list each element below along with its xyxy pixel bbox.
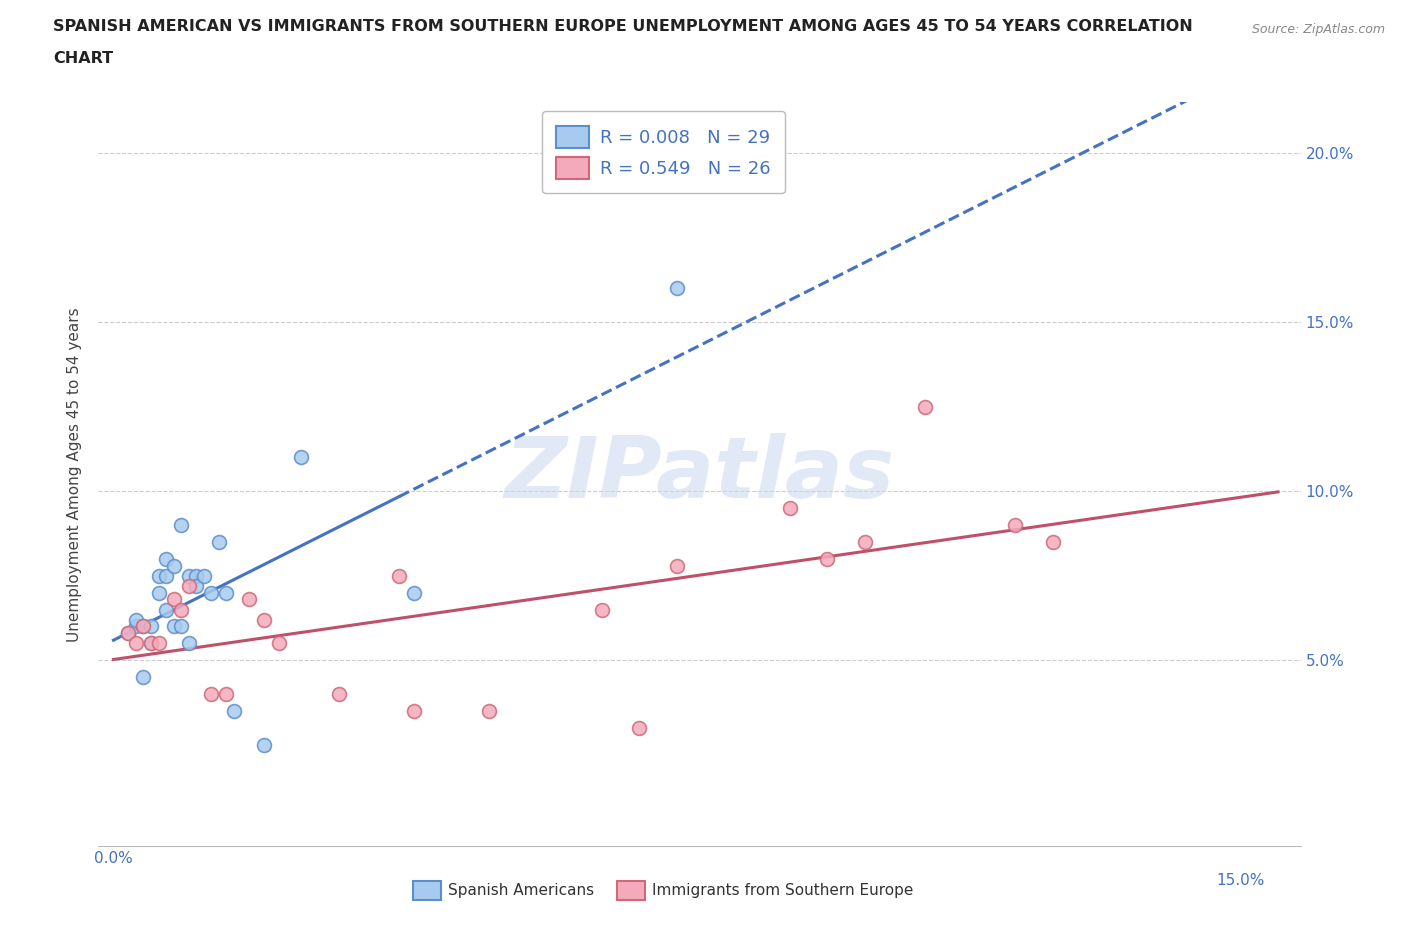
Point (139, 636, 162, 651)
Point (853, 535, 876, 550)
Text: Source: ZipAtlas.com: Source: ZipAtlas.com (1251, 23, 1385, 36)
Point (193, 568, 215, 583)
Point (148, 585, 170, 600)
Text: ZIPatlas: ZIPatlas (505, 432, 894, 516)
Point (117, 626, 139, 641)
Point (665, 281, 688, 296)
Point (914, 399, 936, 414)
Point (402, 585, 425, 600)
Point (132, 670, 155, 684)
Point (328, 686, 350, 701)
Legend: Spanish Americans, Immigrants from Southern Europe: Spanish Americans, Immigrants from South… (406, 875, 920, 906)
Point (815, 551, 838, 566)
Point (139, 636, 162, 651)
Point (177, 578, 200, 593)
Point (238, 592, 260, 607)
Point (184, 578, 207, 593)
Point (665, 558, 688, 573)
Point (148, 568, 170, 583)
Point (155, 602, 177, 617)
Point (184, 568, 207, 583)
Point (253, 737, 276, 752)
Point (253, 612, 276, 627)
Point (591, 602, 613, 617)
Point (200, 585, 222, 600)
Point (125, 636, 148, 651)
Text: SPANISH AMERICAN VS IMMIGRANTS FROM SOUTHERN EUROPE UNEMPLOYMENT AMONG AGES 45 T: SPANISH AMERICAN VS IMMIGRANTS FROM SOUT… (53, 19, 1194, 33)
Point (170, 619, 193, 634)
Point (132, 619, 155, 634)
Text: CHART: CHART (53, 51, 114, 66)
Point (177, 636, 200, 651)
Point (170, 518, 193, 533)
Point (290, 450, 312, 465)
Point (1004, 518, 1026, 533)
Point (215, 585, 238, 600)
Point (155, 568, 177, 583)
Y-axis label: Unemployment Among Ages 45 to 54 years: Unemployment Among Ages 45 to 54 years (67, 307, 83, 642)
Point (177, 568, 200, 583)
Point (222, 704, 245, 719)
Point (267, 636, 290, 651)
Point (155, 551, 177, 566)
Point (388, 568, 411, 583)
Point (779, 500, 801, 515)
Text: 15.0%: 15.0% (1216, 873, 1264, 888)
Point (162, 558, 184, 573)
Point (478, 704, 501, 719)
Point (125, 612, 148, 627)
Point (162, 619, 184, 634)
Point (628, 721, 651, 736)
Point (117, 626, 139, 641)
Point (139, 619, 162, 634)
Point (132, 619, 155, 634)
Point (170, 602, 193, 617)
Point (1042, 535, 1064, 550)
Point (162, 592, 184, 607)
Point (200, 686, 222, 701)
Point (208, 535, 231, 550)
Point (148, 636, 170, 651)
Point (402, 704, 425, 719)
Point (215, 686, 238, 701)
Point (125, 619, 148, 634)
